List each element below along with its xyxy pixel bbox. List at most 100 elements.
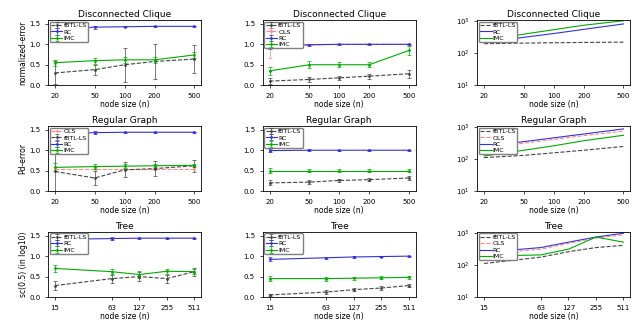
fBTL-LS [580, 148, 588, 152]
Line: OLS: OLS [484, 131, 623, 148]
Title: Disconnected Clique: Disconnected Clique [507, 10, 600, 19]
OLS [537, 247, 545, 251]
Line: RC: RC [484, 233, 623, 252]
Title: Disconnected Clique: Disconnected Clique [78, 10, 172, 19]
RC [620, 231, 627, 235]
OLS [550, 137, 557, 141]
Y-axis label: sc(0.5) (in log10): sc(0.5) (in log10) [19, 232, 28, 297]
OLS [91, 167, 99, 171]
OLS [480, 252, 488, 256]
X-axis label: node size (n): node size (n) [314, 312, 364, 321]
RC [480, 40, 488, 44]
fBTL-LS [550, 151, 557, 155]
IMC [550, 28, 557, 32]
fBTL-LS [564, 250, 572, 254]
Legend: fBTL-LS, RC, IMC: fBTL-LS, RC, IMC [50, 22, 88, 42]
RC [580, 27, 588, 31]
Title: Regular Graph: Regular Graph [521, 116, 586, 125]
RC [537, 246, 545, 249]
Legend: fBTL-LS, RC, IMC: fBTL-LS, RC, IMC [264, 234, 303, 254]
Title: Regular Graph: Regular Graph [92, 116, 157, 125]
Line: OLS: OLS [54, 167, 196, 170]
fBTL-LS [537, 255, 545, 259]
IMC [620, 240, 627, 244]
X-axis label: node size (n): node size (n) [100, 312, 150, 321]
Legend: fBTL-LS, OLS, RC, IMC: fBTL-LS, OLS, RC, IMC [264, 22, 303, 49]
Legend: fBTL-LS, RC, IMC: fBTL-LS, RC, IMC [479, 22, 517, 42]
IMC [550, 144, 557, 148]
Legend: fBTL-LS, OLS, RC, IMC: fBTL-LS, OLS, RC, IMC [479, 234, 517, 260]
Line: RC: RC [484, 24, 623, 42]
IMC [537, 253, 545, 257]
X-axis label: node size (n): node size (n) [529, 312, 579, 321]
fBTL-LS [480, 42, 488, 46]
X-axis label: node size (n): node size (n) [314, 100, 364, 109]
OLS [592, 236, 600, 240]
fBTL-LS [480, 262, 488, 266]
OLS [564, 242, 572, 246]
OLS [121, 167, 129, 171]
RC [480, 145, 488, 148]
Legend: fBTL-LS, RC, IMC: fBTL-LS, RC, IMC [264, 128, 303, 148]
IMC [564, 247, 572, 251]
Title: Tree: Tree [545, 222, 563, 231]
Y-axis label: normalized-error: normalized-error [19, 20, 28, 85]
X-axis label: node size (n): node size (n) [529, 100, 579, 109]
Title: Regular Graph: Regular Graph [307, 116, 372, 125]
RC [580, 132, 588, 136]
fBTL-LS [592, 246, 600, 249]
Line: OLS: OLS [484, 235, 623, 254]
RC [550, 136, 557, 140]
RC [520, 35, 527, 39]
Line: fBTL-LS: fBTL-LS [484, 245, 623, 264]
fBTL-LS [620, 40, 627, 44]
RC [520, 140, 527, 144]
IMC [520, 32, 527, 36]
RC [480, 250, 488, 254]
X-axis label: node size (n): node size (n) [529, 206, 579, 215]
OLS [151, 167, 159, 171]
fBTL-LS [480, 156, 488, 160]
Line: RC: RC [484, 129, 623, 147]
IMC [480, 254, 488, 258]
IMC [480, 39, 488, 43]
fBTL-LS [550, 41, 557, 45]
fBTL-LS [620, 145, 627, 148]
RC [620, 22, 627, 26]
Legend: fBTL-LS, RC, IMC: fBTL-LS, RC, IMC [50, 234, 88, 254]
Legend: OLS, fBTL-LS, RC, IMC: OLS, fBTL-LS, RC, IMC [50, 128, 88, 154]
fBTL-LS [620, 243, 627, 247]
OLS [191, 167, 198, 171]
fBTL-LS [580, 41, 588, 45]
Title: Tree: Tree [330, 222, 349, 231]
RC [592, 235, 600, 239]
Title: Tree: Tree [115, 222, 134, 231]
X-axis label: node size (n): node size (n) [314, 206, 364, 215]
fBTL-LS [520, 153, 527, 157]
IMC [520, 148, 527, 152]
Title: Disconnected Clique: Disconnected Clique [292, 10, 386, 19]
OLS [580, 134, 588, 138]
IMC [580, 139, 588, 143]
X-axis label: node size (n): node size (n) [100, 100, 150, 109]
IMC [580, 23, 588, 27]
Y-axis label: Pd-error: Pd-error [19, 143, 28, 174]
IMC [480, 154, 488, 158]
OLS [620, 129, 627, 133]
IMC [592, 235, 600, 239]
RC [550, 32, 557, 36]
fBTL-LS [520, 41, 527, 45]
IMC [620, 133, 627, 137]
OLS [51, 167, 59, 171]
Line: IMC: IMC [484, 237, 623, 256]
RC [620, 127, 627, 131]
OLS [620, 233, 627, 237]
OLS [480, 146, 488, 150]
Legend: fBTL-LS, OLS, RC, IMC: fBTL-LS, OLS, RC, IMC [479, 128, 517, 154]
Line: IMC: IMC [484, 21, 623, 41]
RC [564, 240, 572, 244]
Line: IMC: IMC [484, 135, 623, 156]
Line: fBTL-LS: fBTL-LS [484, 42, 623, 44]
IMC [620, 19, 627, 23]
Line: fBTL-LS: fBTL-LS [484, 147, 623, 158]
